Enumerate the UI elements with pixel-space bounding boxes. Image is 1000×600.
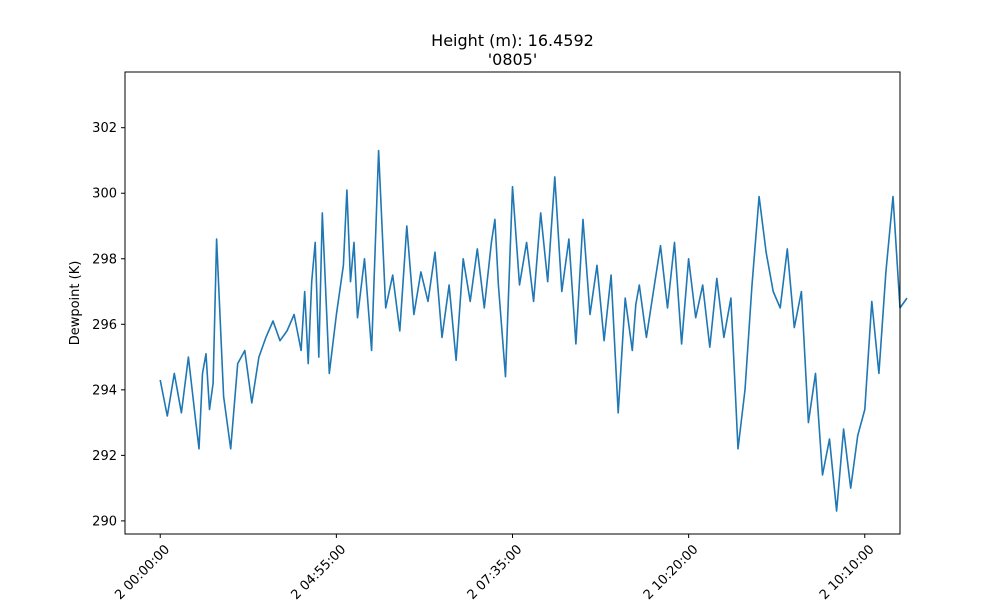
- chart-title: Height (m): 16.4592: [431, 31, 594, 50]
- x-tick-label: 2 10:10:00: [817, 542, 878, 600]
- chart-subtitle: '0805': [488, 50, 538, 69]
- y-axis-label: Dewpoint (K): [68, 261, 83, 346]
- y-tick-label: 294: [92, 383, 117, 398]
- x-axis: 2 00:00:00 2 04:55:00 2 07:35:00 2 10:20:00…: [112, 534, 878, 600]
- y-tick-label: 296: [92, 318, 117, 333]
- x-tick-label: 2 07:35:00: [465, 542, 526, 600]
- plot-frame: [124, 71, 901, 535]
- y-tick-label: 302: [92, 121, 117, 136]
- y-tick-label: 292: [92, 449, 117, 464]
- y-axis: 290 292 294 296 298 300 302: [92, 121, 125, 529]
- x-tick-label: 2 00:00:00: [112, 542, 173, 600]
- plot-area: [159, 149, 908, 512]
- x-tick-label: 2 04:55:00: [289, 542, 350, 600]
- series-line-0: [159, 149, 908, 512]
- y-tick-label: 290: [92, 514, 117, 529]
- y-tick-label: 298: [92, 252, 117, 267]
- y-tick-label: 300: [92, 187, 117, 202]
- x-tick-label: 2 10:20:00: [641, 542, 702, 600]
